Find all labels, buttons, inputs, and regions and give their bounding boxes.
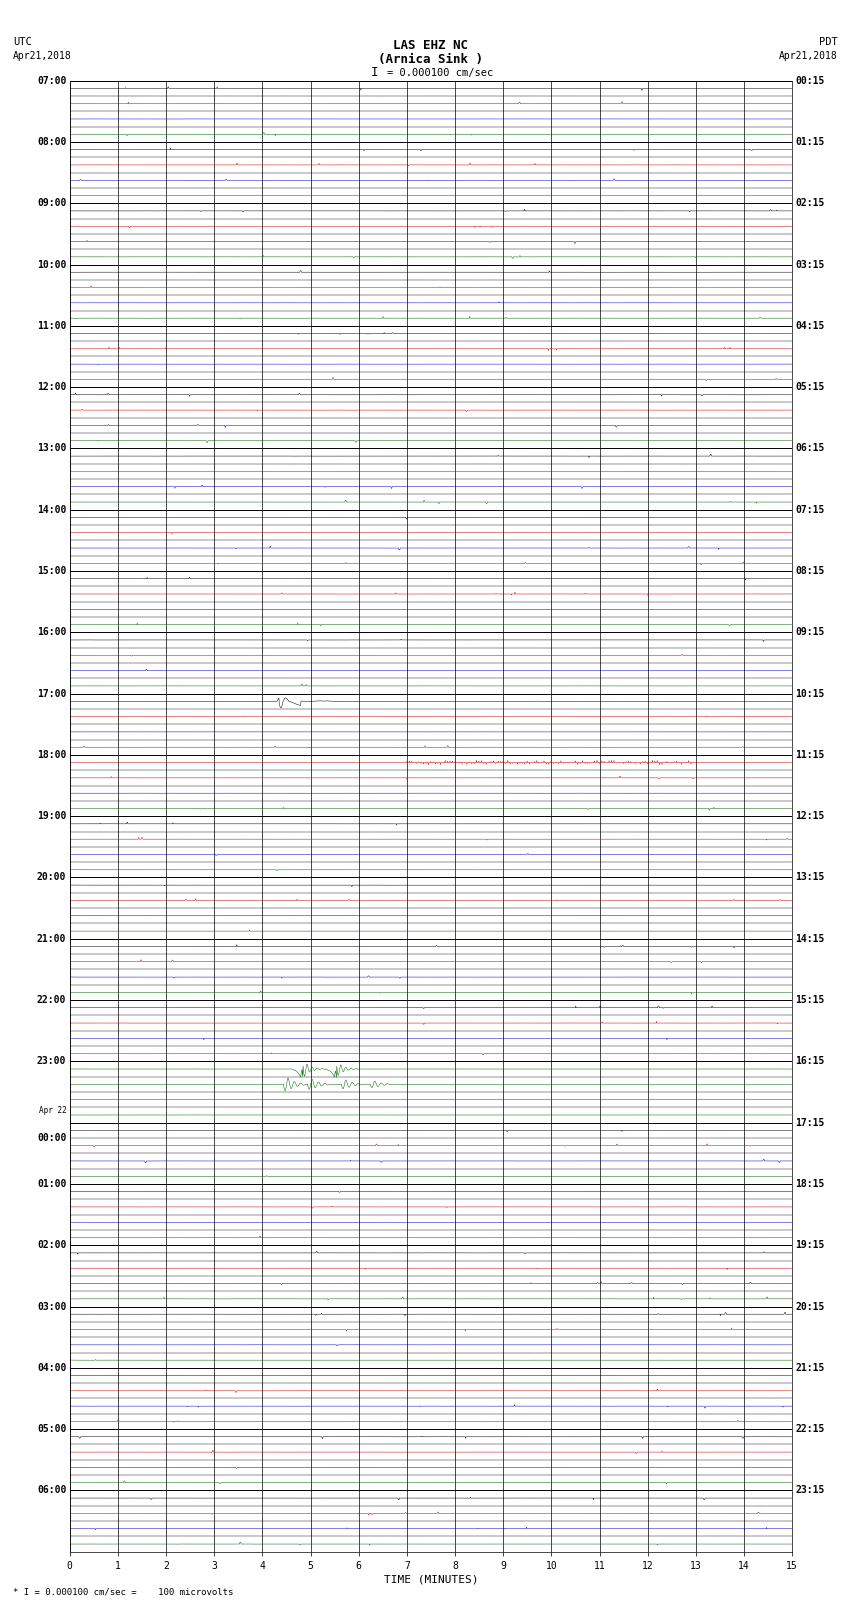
Text: 11:15: 11:15: [796, 750, 825, 760]
Text: 17:15: 17:15: [796, 1118, 825, 1127]
Text: 09:15: 09:15: [796, 627, 825, 637]
Text: 05:00: 05:00: [37, 1424, 66, 1434]
Text: Apr 22: Apr 22: [38, 1105, 66, 1115]
Text: I: I: [371, 66, 377, 79]
Text: 14:00: 14:00: [37, 505, 66, 515]
Text: 14:15: 14:15: [796, 934, 825, 944]
Text: 21:15: 21:15: [796, 1363, 825, 1373]
Text: 19:15: 19:15: [796, 1240, 825, 1250]
Text: 04:00: 04:00: [37, 1363, 66, 1373]
Text: 03:15: 03:15: [796, 260, 825, 269]
Text: 12:15: 12:15: [796, 811, 825, 821]
Text: 01:15: 01:15: [796, 137, 825, 147]
Text: 18:00: 18:00: [37, 750, 66, 760]
Text: PDT: PDT: [819, 37, 837, 47]
Text: 17:00: 17:00: [37, 689, 66, 698]
Text: 23:00: 23:00: [37, 1057, 66, 1066]
Text: 02:00: 02:00: [37, 1240, 66, 1250]
Text: 11:00: 11:00: [37, 321, 66, 331]
Text: 16:15: 16:15: [796, 1057, 825, 1066]
Text: 12:00: 12:00: [37, 382, 66, 392]
Text: 03:00: 03:00: [37, 1302, 66, 1311]
Text: 06:00: 06:00: [37, 1486, 66, 1495]
Text: 19:00: 19:00: [37, 811, 66, 821]
X-axis label: TIME (MINUTES): TIME (MINUTES): [383, 1574, 479, 1586]
Text: Apr21,2018: Apr21,2018: [13, 52, 71, 61]
Text: Apr21,2018: Apr21,2018: [779, 52, 837, 61]
Text: 10:00: 10:00: [37, 260, 66, 269]
Text: 13:15: 13:15: [796, 873, 825, 882]
Text: 08:15: 08:15: [796, 566, 825, 576]
Text: 15:15: 15:15: [796, 995, 825, 1005]
Text: 07:15: 07:15: [796, 505, 825, 515]
Text: 09:00: 09:00: [37, 198, 66, 208]
Text: 22:00: 22:00: [37, 995, 66, 1005]
Text: 00:15: 00:15: [796, 76, 825, 85]
Text: 01:00: 01:00: [37, 1179, 66, 1189]
Text: 05:15: 05:15: [796, 382, 825, 392]
Text: 04:15: 04:15: [796, 321, 825, 331]
Text: 00:00: 00:00: [37, 1132, 66, 1144]
Text: 08:00: 08:00: [37, 137, 66, 147]
Text: 20:00: 20:00: [37, 873, 66, 882]
Text: 13:00: 13:00: [37, 444, 66, 453]
Text: 16:00: 16:00: [37, 627, 66, 637]
Text: 10:15: 10:15: [796, 689, 825, 698]
Text: * I = 0.000100 cm/sec =    100 microvolts: * I = 0.000100 cm/sec = 100 microvolts: [13, 1587, 233, 1597]
Text: 23:15: 23:15: [796, 1486, 825, 1495]
Text: 18:15: 18:15: [796, 1179, 825, 1189]
Text: UTC: UTC: [13, 37, 31, 47]
Text: 20:15: 20:15: [796, 1302, 825, 1311]
Text: 21:00: 21:00: [37, 934, 66, 944]
Text: 06:15: 06:15: [796, 444, 825, 453]
Text: 02:15: 02:15: [796, 198, 825, 208]
Text: = 0.000100 cm/sec: = 0.000100 cm/sec: [387, 68, 493, 77]
Text: 15:00: 15:00: [37, 566, 66, 576]
Text: 07:00: 07:00: [37, 76, 66, 85]
Text: (Arnica Sink ): (Arnica Sink ): [378, 53, 484, 66]
Text: 22:15: 22:15: [796, 1424, 825, 1434]
Text: LAS EHZ NC: LAS EHZ NC: [394, 39, 468, 52]
